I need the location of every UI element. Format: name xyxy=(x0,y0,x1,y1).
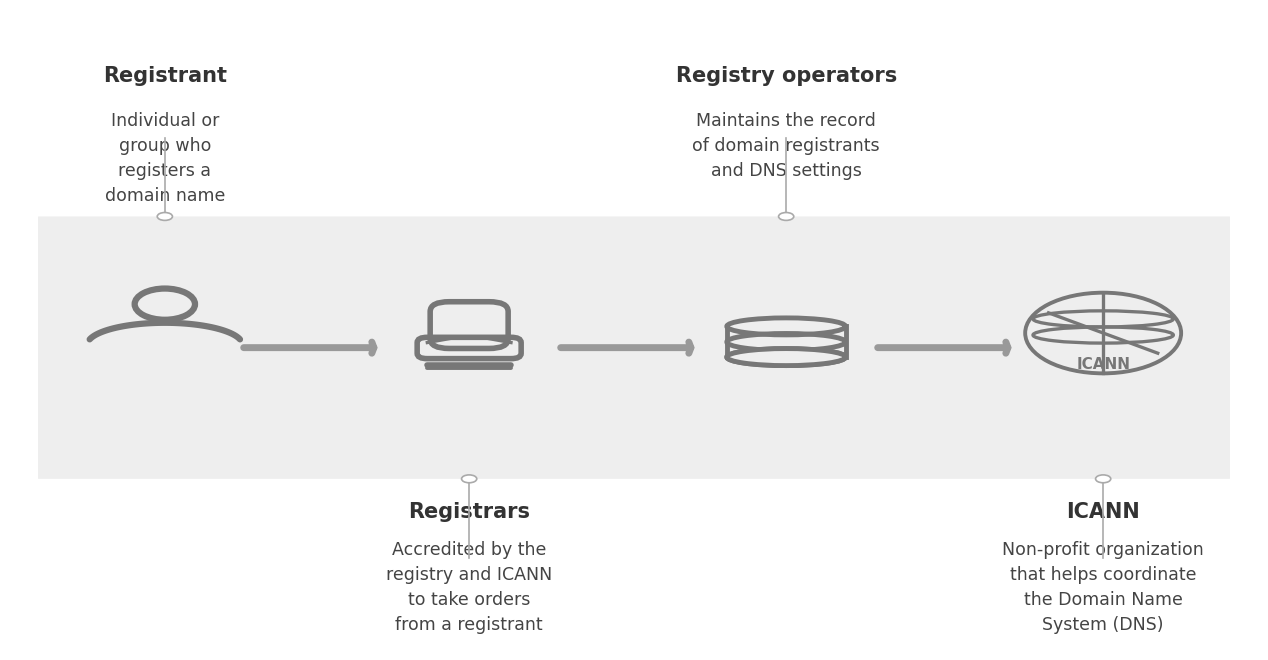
Text: ICANN: ICANN xyxy=(1066,502,1140,522)
Text: Accredited by the
registry and ICANN
to take orders
from a registrant: Accredited by the registry and ICANN to … xyxy=(385,541,553,634)
FancyBboxPatch shape xyxy=(38,216,1230,479)
Circle shape xyxy=(157,213,172,220)
Text: Registrant: Registrant xyxy=(103,65,227,86)
Text: ICANN: ICANN xyxy=(1077,357,1130,372)
Circle shape xyxy=(1096,475,1111,482)
Ellipse shape xyxy=(727,348,846,366)
Text: Non-profit organization
that helps coordinate
the Domain Name
System (DNS): Non-profit organization that helps coord… xyxy=(1002,541,1205,634)
Circle shape xyxy=(462,475,477,482)
Text: Individual or
group who
registers a
domain name: Individual or group who registers a doma… xyxy=(105,112,224,205)
Circle shape xyxy=(779,213,794,220)
Text: Registry operators: Registry operators xyxy=(676,65,896,86)
Text: Registrars: Registrars xyxy=(408,502,530,522)
Text: Maintains the record
of domain registrants
and DNS settings: Maintains the record of domain registran… xyxy=(692,112,880,180)
